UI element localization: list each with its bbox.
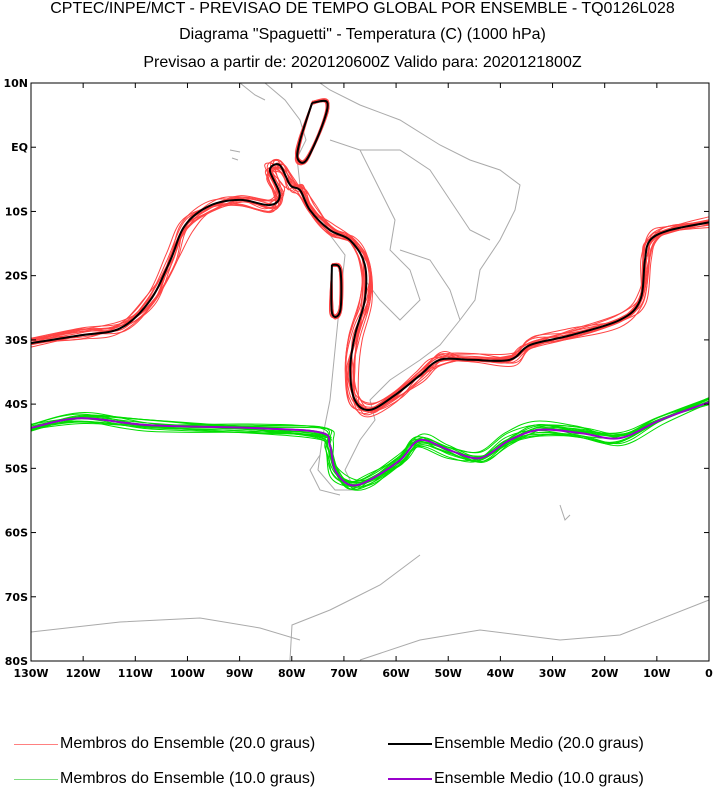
legend-mean-10: Ensemble Medio (10.0 graus) (388, 770, 644, 788)
lon-label: 120W (66, 667, 101, 680)
legend-label: Membros do Ensemble (20.0 graus) (60, 735, 316, 752)
map-frame (30, 82, 710, 662)
member-contour-10 (30, 398, 710, 482)
lat-label: 20S (5, 270, 28, 283)
legend-label: Ensemble Medio (20.0 graus) (434, 735, 644, 752)
mean-contour-20-loop (330, 263, 343, 318)
member-contour-20 (30, 169, 710, 418)
coastline (229, 149, 241, 161)
lat-label: 40S (5, 398, 28, 411)
lon-label: 80W (278, 667, 305, 680)
legend-label: Ensemble Medio (10.0 graus) (434, 770, 644, 787)
legend-swatch (14, 778, 58, 780)
coastlines (30, 82, 710, 661)
lon-label: 70W (330, 667, 357, 680)
mean-contour-20 (30, 163, 710, 411)
coastline (329, 139, 421, 321)
member-contour-20 (30, 158, 710, 408)
lat-label: 30S (5, 334, 28, 347)
title-line-3: Previsao a partir de: 2020120600Z Valido… (143, 54, 582, 71)
lon-label: 110W (118, 667, 153, 680)
coastline (264, 82, 521, 491)
legend-members-10: Membros do Ensemble (10.0 graus) (14, 770, 315, 788)
lon-label: 100W (170, 667, 205, 680)
member-contour-20-loop (294, 98, 330, 166)
lat-label: 80S (5, 655, 28, 668)
legend-label: Membros do Ensemble (10.0 graus) (60, 770, 316, 787)
lon-label: 60W (382, 667, 409, 680)
lat-label: 60S (5, 527, 28, 540)
member-contour-10 (30, 401, 710, 482)
legend-swatch (388, 743, 432, 745)
title-line-2: Diagrama "Spaguetti" - Temperatura (C) (… (179, 26, 546, 43)
coastline (30, 617, 301, 641)
mean-contour-10 (30, 401, 710, 487)
member-contour-20 (30, 159, 710, 411)
member-contour-10 (30, 397, 710, 486)
lon-label: 0 (705, 667, 713, 680)
member-contour-20-loop (331, 263, 344, 318)
coastline (559, 504, 571, 521)
lat-label: 70S (5, 591, 28, 604)
legend-members-20: Membros do Ensemble (20.0 graus) (14, 735, 315, 753)
lon-label: 130W (13, 667, 48, 680)
lat-label: EQ (11, 141, 28, 154)
lon-label: 10W (643, 667, 670, 680)
coastline (399, 249, 461, 321)
lon-label: 40W (487, 667, 514, 680)
coastline (309, 454, 341, 496)
legend-swatch (14, 743, 58, 745)
legend-swatch (388, 778, 432, 780)
coastline (359, 599, 710, 661)
coastline (239, 82, 266, 101)
lat-label: 10N (3, 77, 28, 90)
lat-label: 50S (5, 462, 28, 475)
lon-label: 50W (435, 667, 462, 680)
lat-label: 10S (5, 205, 28, 218)
member-contour-20 (30, 166, 710, 415)
coastline (360, 149, 491, 241)
title-line-1: CPTEC/INPE/MCT - PREVISAO DE TEMPO GLOBA… (50, 0, 675, 17)
member-contour-10 (30, 398, 710, 487)
legend-mean-20: Ensemble Medio (20.0 graus) (388, 735, 644, 753)
lon-label: 20W (591, 667, 618, 680)
contours (30, 98, 710, 491)
member-contour-20 (30, 159, 710, 406)
lon-label: 90W (226, 667, 253, 680)
lon-label: 30W (539, 667, 566, 680)
mean-contour-20-loop (296, 99, 329, 164)
coastline (289, 554, 421, 661)
